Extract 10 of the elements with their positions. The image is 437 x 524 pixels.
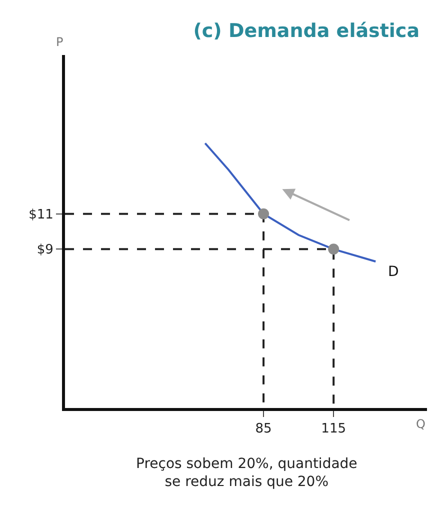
x-axis-title: Q: [416, 417, 426, 431]
y-tick-label: $9: [36, 242, 54, 258]
x-tick-label: 85: [255, 422, 272, 437]
y-tick-label: $11: [28, 207, 54, 222]
annotation: D: [388, 264, 399, 280]
y-axis-title: P: [56, 35, 64, 49]
line-series: [204, 142, 377, 263]
chart-title: (c) Demanda elástica: [193, 20, 420, 42]
text: Preços sobem 20%, quantidade se reduz mais que 20%: [136, 456, 358, 490]
x-tick-label: 115: [321, 422, 346, 437]
